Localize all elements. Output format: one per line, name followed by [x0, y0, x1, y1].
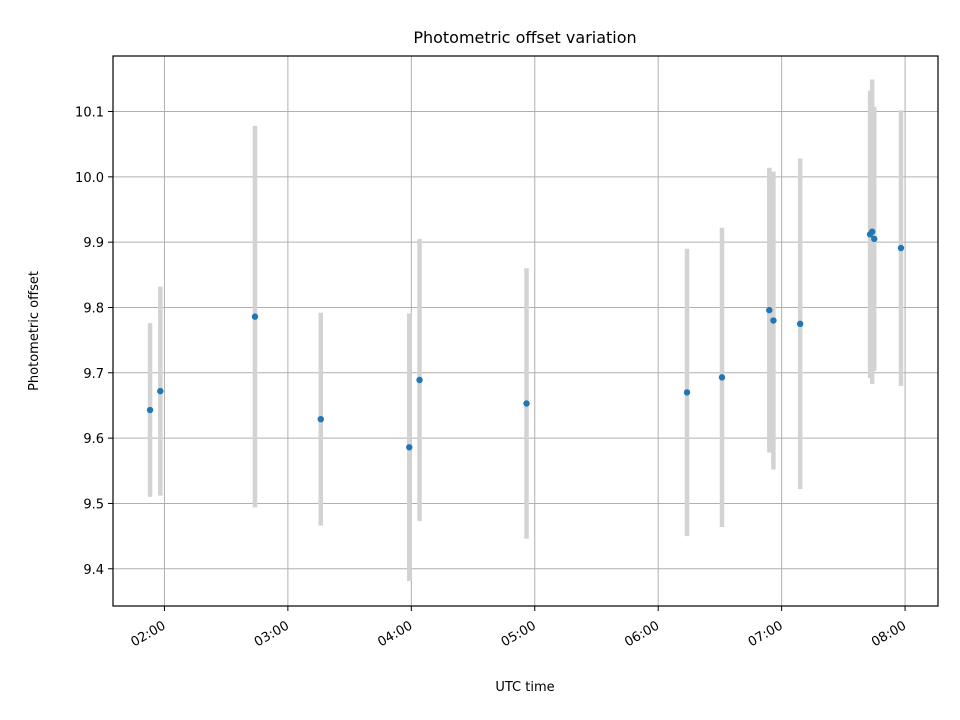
- data-point: [868, 228, 876, 235]
- y-tick-label: 9.9: [83, 236, 104, 251]
- data-point: [416, 376, 423, 384]
- x-tick-label: 02:00: [128, 618, 168, 650]
- data-point: [897, 244, 905, 252]
- errorbar-layer: [147, 79, 904, 582]
- y-axis-label: Photometric offset: [27, 271, 42, 391]
- data-point: [718, 374, 726, 381]
- y-tick-label: 10.1: [75, 106, 104, 121]
- data-point: [796, 320, 804, 328]
- data-point: [871, 235, 878, 243]
- x-tick-label: 08:00: [869, 618, 909, 650]
- point-layer: [146, 228, 905, 451]
- x-tick-label: 05:00: [499, 618, 539, 650]
- data-point: [766, 306, 773, 314]
- y-tick-label: 9.7: [83, 367, 104, 382]
- data-point: [157, 387, 164, 395]
- y-tick-label: 9.8: [83, 301, 104, 316]
- chart-title: Photometric offset variation: [413, 28, 636, 47]
- data-point: [770, 317, 777, 324]
- x-tick-label: 03:00: [252, 618, 292, 650]
- x-axis-label: UTC time: [495, 680, 554, 695]
- x-tick-label: 04:00: [375, 618, 415, 650]
- x-tick-label: 07:00: [746, 618, 786, 650]
- plot-frame: [112, 55, 939, 607]
- y-tick-label: 9.4: [83, 563, 104, 578]
- data-point: [406, 444, 413, 451]
- x-tick-label: 06:00: [622, 618, 662, 650]
- y-tick-label: 10.0: [75, 171, 104, 186]
- data-point: [523, 400, 530, 407]
- data-point: [251, 313, 259, 320]
- data-point: [683, 389, 691, 396]
- data-point: [317, 415, 324, 423]
- y-tick-label: 9.5: [83, 497, 104, 512]
- y-tick-label: 9.6: [83, 432, 104, 447]
- data-point: [146, 406, 154, 414]
